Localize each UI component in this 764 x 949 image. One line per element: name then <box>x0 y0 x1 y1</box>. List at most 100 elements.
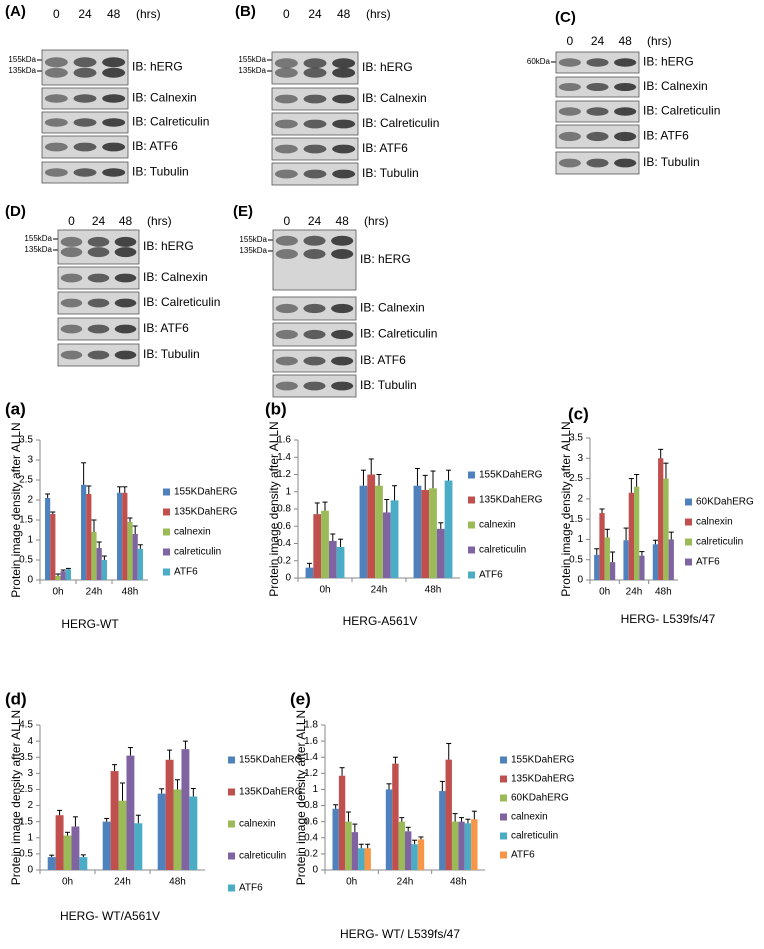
row-label: IB: Calreticulin <box>362 116 439 130</box>
bar <box>65 569 71 580</box>
panel-label: (A) <box>5 3 26 20</box>
x-tick-label: 48h <box>655 587 672 598</box>
bar <box>96 548 102 580</box>
bar <box>628 492 634 580</box>
bar <box>658 458 664 580</box>
blot-band <box>303 67 327 78</box>
time-unit: (hrs) <box>136 7 161 21</box>
legend-swatch <box>228 820 235 828</box>
blot-band <box>274 169 298 179</box>
blot-band <box>332 67 356 78</box>
marker-label: 155kDa <box>24 234 52 243</box>
x-tick-label: 24h <box>626 587 643 598</box>
legend-swatch <box>685 518 692 526</box>
bar <box>398 821 405 870</box>
bar <box>118 800 127 870</box>
legend-swatch <box>500 756 507 764</box>
x-tick-label: 24h <box>397 877 414 888</box>
time-label: 48 <box>618 34 632 48</box>
blot-band <box>73 67 97 78</box>
blot-band <box>73 142 97 152</box>
bar <box>50 514 56 580</box>
blot-band <box>558 131 581 142</box>
bar <box>181 749 190 870</box>
blot-band <box>102 67 126 78</box>
bar <box>122 492 128 580</box>
chart-title: (a) <box>5 399 26 418</box>
legend-swatch <box>228 788 235 796</box>
legend-label: ATF6 <box>696 557 720 568</box>
x-axis-label: HERG- L539fs/47 <box>621 612 716 626</box>
blot-band <box>586 58 609 67</box>
blot-band <box>586 83 609 91</box>
blot-band <box>60 298 83 308</box>
y-tick-label: 0.2 <box>304 849 318 860</box>
y-tick-label: 4.5 <box>19 720 33 731</box>
legend-swatch <box>500 775 507 783</box>
bar <box>328 540 337 578</box>
y-tick-label: 1.5 <box>19 816 33 827</box>
bar <box>189 796 198 870</box>
blot-band <box>303 329 326 340</box>
legend-label: 135KDahERG <box>174 507 238 518</box>
blot-band <box>275 381 298 391</box>
y-tick-label: 3.5 <box>569 433 583 444</box>
time-label: 0 <box>566 34 573 48</box>
y-tick-label: 1.2 <box>304 768 318 779</box>
bar <box>405 831 412 870</box>
panel-label: (C) <box>555 9 576 26</box>
legend-label: ATF6 <box>511 850 535 861</box>
blot-band <box>274 119 298 129</box>
blot-band <box>274 144 298 154</box>
y-tick-label: 4 <box>27 736 33 747</box>
time-label: 48 <box>335 214 349 228</box>
blot-band <box>114 236 137 247</box>
x-tick-label: 0h <box>599 587 610 598</box>
legend-swatch <box>685 498 692 506</box>
bar <box>55 815 64 870</box>
x-axis-label: HERG-A561V <box>343 614 418 628</box>
x-axis-label: HERG- WT/ L539fs/47 <box>340 927 460 941</box>
time-label: 0 <box>283 7 290 21</box>
time-label: 0 <box>283 214 290 228</box>
time-label: 24 <box>591 34 605 48</box>
legend-label: 155KDahERG <box>239 755 303 766</box>
bar <box>439 791 446 870</box>
bar <box>338 775 346 870</box>
marker-label: 135kDa <box>24 245 52 254</box>
bar <box>47 857 56 870</box>
blot-band <box>332 94 356 104</box>
blot-band <box>44 67 68 78</box>
row-label: IB: hERG <box>132 60 183 74</box>
y-tick-label: 1.8 <box>304 720 318 731</box>
blot-band <box>274 58 298 69</box>
y-tick-label: 0 <box>27 575 33 586</box>
bar <box>358 848 365 870</box>
y-tick-label: 0.8 <box>277 504 291 515</box>
legend-swatch <box>685 558 692 566</box>
blot-band <box>102 94 126 103</box>
y-tick-label: 1.6 <box>304 736 318 747</box>
y-axis-label: Protein image density after ALLN <box>559 421 573 596</box>
legend-label: ATF6 <box>174 567 198 578</box>
legend-label: 60KDahERG <box>511 793 569 804</box>
y-tick-label: 3 <box>27 455 33 466</box>
y-tick-label: 1 <box>285 486 291 497</box>
blot-band <box>614 83 637 91</box>
legend-label: 135KDahERG <box>239 787 303 798</box>
blot-band <box>331 249 354 259</box>
y-tick-label: 1 <box>312 784 318 795</box>
y-tick-label: 1.5 <box>19 515 33 526</box>
blot-band <box>114 247 137 258</box>
marker-label: 60kDa <box>527 57 551 66</box>
bar <box>382 512 391 578</box>
legend-swatch <box>500 813 507 821</box>
blot-band <box>332 144 356 154</box>
marker-label: 155kDa <box>239 235 267 244</box>
legend-label: 155KDahERG <box>511 755 575 766</box>
blot-band <box>586 158 609 168</box>
blot-band <box>44 118 68 127</box>
y-tick-label: 3 <box>27 768 33 779</box>
bar <box>127 522 133 580</box>
panel-label: (B) <box>235 3 256 20</box>
